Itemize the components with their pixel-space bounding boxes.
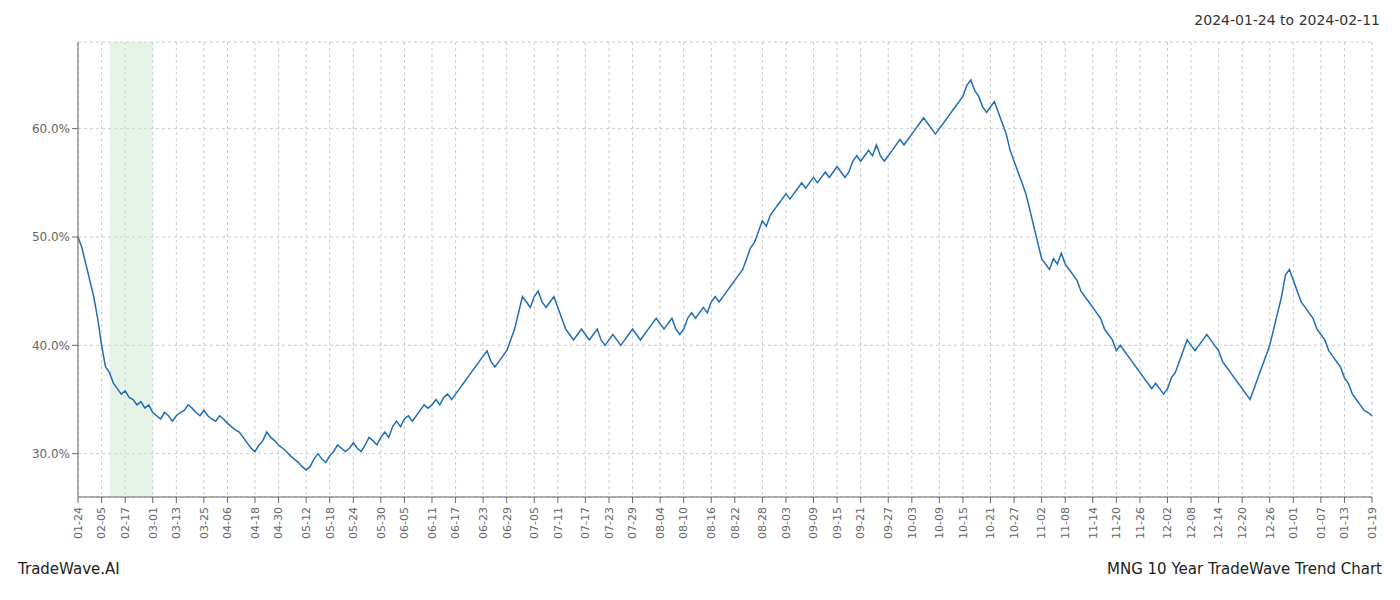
svg-text:04-18: 04-18 <box>249 507 262 539</box>
svg-text:03-01: 03-01 <box>147 507 160 539</box>
svg-text:07-11: 07-11 <box>552 507 565 539</box>
svg-text:06-23: 06-23 <box>477 507 490 539</box>
svg-text:09-09: 09-09 <box>807 507 820 539</box>
svg-text:07-23: 07-23 <box>603 507 616 539</box>
svg-text:11-14: 11-14 <box>1087 507 1100 539</box>
svg-text:01-01: 01-01 <box>1287 507 1300 539</box>
svg-text:09-27: 09-27 <box>882 507 895 539</box>
svg-text:04-30: 04-30 <box>272 507 285 539</box>
svg-text:11-08: 11-08 <box>1059 507 1072 539</box>
svg-text:06-05: 06-05 <box>398 507 411 539</box>
svg-text:12-14: 12-14 <box>1212 507 1225 539</box>
svg-text:07-17: 07-17 <box>579 507 592 539</box>
svg-text:09-15: 09-15 <box>831 507 844 539</box>
svg-text:10-27: 10-27 <box>1008 507 1021 539</box>
svg-text:12-20: 12-20 <box>1236 507 1249 539</box>
svg-text:10-21: 10-21 <box>984 507 997 539</box>
svg-text:11-26: 11-26 <box>1134 507 1147 539</box>
svg-text:03-25: 03-25 <box>198 507 211 539</box>
svg-text:50.0%: 50.0% <box>32 230 70 244</box>
svg-text:05-30: 05-30 <box>375 507 388 539</box>
svg-text:01-24: 01-24 <box>72 507 85 539</box>
svg-text:02-17: 02-17 <box>119 507 132 539</box>
svg-text:07-29: 07-29 <box>626 507 639 539</box>
svg-text:06-17: 06-17 <box>449 507 462 539</box>
svg-text:05-18: 05-18 <box>324 507 337 539</box>
svg-text:12-08: 12-08 <box>1185 507 1198 539</box>
svg-text:02-05: 02-05 <box>95 507 108 539</box>
svg-text:08-10: 08-10 <box>678 507 691 539</box>
svg-text:09-03: 09-03 <box>780 507 793 539</box>
svg-text:04-06: 04-06 <box>221 507 234 539</box>
svg-text:09-21: 09-21 <box>855 507 868 539</box>
svg-text:12-26: 12-26 <box>1264 507 1277 539</box>
svg-text:01-19: 01-19 <box>1366 507 1379 539</box>
svg-text:08-22: 08-22 <box>729 507 742 539</box>
svg-text:08-04: 08-04 <box>654 507 667 539</box>
svg-text:10-15: 10-15 <box>957 507 970 539</box>
svg-text:08-16: 08-16 <box>705 507 718 539</box>
svg-text:05-24: 05-24 <box>347 507 360 539</box>
svg-text:60.0%: 60.0% <box>32 122 70 136</box>
svg-text:12-02: 12-02 <box>1161 507 1174 539</box>
svg-text:30.0%: 30.0% <box>32 447 70 461</box>
html-text:2024-01-24 to 2024-02-11: 2024-01-24 to 2024-02-11 <box>1194 12 1380 28</box>
svg-text:10-03: 10-03 <box>906 507 919 539</box>
svg-text:03-13: 03-13 <box>170 507 183 539</box>
svg-text:08-28: 08-28 <box>756 507 769 539</box>
svg-text:11-20: 11-20 <box>1110 507 1123 539</box>
svg-text:06-29: 06-29 <box>501 507 514 539</box>
svg-text:10-09: 10-09 <box>933 507 946 539</box>
html-text:TradeWave.AI: TradeWave.AI <box>18 560 120 578</box>
svg-text:01-13: 01-13 <box>1338 507 1351 539</box>
html-text:MNG 10 Year TradeWave Trend Ch: MNG 10 Year TradeWave Trend Chart <box>1107 560 1382 578</box>
svg-text:40.0%: 40.0% <box>32 339 70 353</box>
svg-text:11-02: 11-02 <box>1035 507 1048 539</box>
svg-text:06-11: 06-11 <box>426 507 439 539</box>
svg-text:07-05: 07-05 <box>528 507 541 539</box>
svg-text:05-12: 05-12 <box>300 507 313 539</box>
svg-text:01-07: 01-07 <box>1315 507 1328 539</box>
